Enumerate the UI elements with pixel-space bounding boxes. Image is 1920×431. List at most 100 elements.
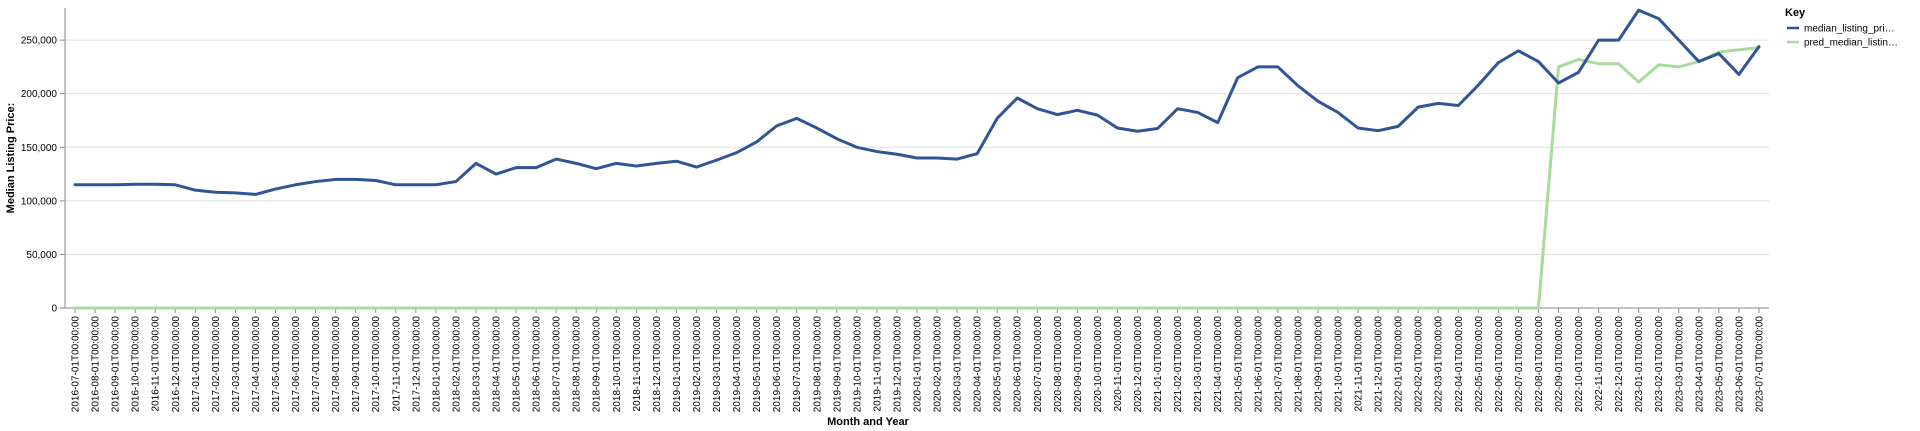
x-tick-label: 2020-07-01T00:00:00 <box>1033 316 1044 413</box>
x-tick-label: 2023-04-01T00:00:00 <box>1694 316 1705 413</box>
y-tick-label: 0 <box>51 304 57 315</box>
x-tick-label: 2018-08-01T00:00:00 <box>572 316 583 413</box>
data-point <box>154 183 157 186</box>
data-point <box>1757 45 1760 48</box>
x-tick-label: 2019-07-01T00:00:00 <box>792 316 803 413</box>
data-point <box>1457 307 1460 310</box>
x-tick-label: 2017-04-01T00:00:00 <box>251 316 262 413</box>
data-point <box>1717 52 1720 55</box>
x-tick-label: 2021-06-01T00:00:00 <box>1253 316 1264 413</box>
data-point <box>1537 307 1540 310</box>
data-point <box>1276 307 1279 310</box>
data-point <box>94 183 97 186</box>
data-point <box>414 307 417 310</box>
x-tick-label: 2019-10-01T00:00:00 <box>852 316 863 413</box>
data-point <box>715 159 718 162</box>
x-tick-label: 2017-11-01T00:00:00 <box>391 316 402 412</box>
data-point <box>675 160 678 163</box>
x-tick-label: 2022-07-01T00:00:00 <box>1514 316 1525 413</box>
x-tick-label: 2019-02-01T00:00:00 <box>692 316 703 413</box>
x-tick-label: 2022-06-01T00:00:00 <box>1494 316 1505 413</box>
data-point <box>1076 307 1079 310</box>
x-tick-label: 2020-05-01T00:00:00 <box>993 316 1004 413</box>
legend-label: median_listing_pri… <box>1804 24 1895 35</box>
data-point <box>976 307 979 310</box>
data-point <box>1577 58 1580 61</box>
data-point <box>956 158 959 161</box>
data-point <box>1557 82 1560 85</box>
y-axis-title: Median Listing Price: <box>5 103 17 214</box>
x-tick-label: 2016-11-01T00:00:00 <box>151 316 162 412</box>
data-point <box>434 307 437 310</box>
data-point <box>1577 71 1580 74</box>
x-tick-label: 2017-05-01T00:00:00 <box>271 316 282 413</box>
y-tick-label: 250,000 <box>21 36 58 47</box>
x-tick-label: 2023-01-01T00:00:00 <box>1634 316 1645 413</box>
data-point <box>1597 39 1600 42</box>
data-point <box>1417 106 1420 109</box>
data-point <box>735 307 738 310</box>
data-point <box>134 183 137 186</box>
data-point <box>895 307 898 310</box>
data-point <box>1517 307 1520 310</box>
data-point <box>1256 65 1259 68</box>
data-point <box>274 307 277 310</box>
data-point <box>1557 65 1560 68</box>
data-point <box>1437 102 1440 105</box>
data-point <box>1036 307 1039 310</box>
x-tick-label: 2016-10-01T00:00:00 <box>131 316 142 413</box>
x-tick-label: 2019-04-01T00:00:00 <box>732 316 743 413</box>
data-point <box>635 165 638 168</box>
x-axis-title: Month and Year <box>827 416 909 428</box>
x-tick-label: 2021-08-01T00:00:00 <box>1293 316 1304 413</box>
x-tick-label: 2021-07-01T00:00:00 <box>1273 316 1284 413</box>
data-point <box>1156 307 1159 310</box>
x-tick-label: 2019-01-01T00:00:00 <box>672 316 683 413</box>
data-point <box>354 178 357 181</box>
data-point <box>394 183 397 186</box>
x-tick-label: 2022-10-01T00:00:00 <box>1574 316 1585 413</box>
data-point <box>1196 307 1199 310</box>
x-tick-label: 2023-03-01T00:00:00 <box>1674 316 1685 413</box>
data-point <box>174 307 177 310</box>
data-point <box>1677 65 1680 68</box>
x-tick-label: 2017-02-01T00:00:00 <box>211 316 222 413</box>
y-axis: 0 50,000 100,000 150,000 200,000 250,000 <box>21 8 66 315</box>
data-point <box>214 307 217 310</box>
data-point <box>1216 121 1219 124</box>
data-point <box>374 179 377 182</box>
data-point <box>695 166 698 169</box>
x-tick-label: 2022-11-01T00:00:00 <box>1594 316 1605 412</box>
data-point <box>334 178 337 181</box>
series-group <box>73 8 1761 196</box>
x-tick-label: 2021-02-01T00:00:00 <box>1173 316 1184 413</box>
data-point <box>1437 307 1440 310</box>
data-point <box>1537 60 1540 63</box>
data-point <box>895 153 898 156</box>
data-point <box>755 307 758 310</box>
data-point <box>1357 307 1360 310</box>
x-tick-label: 2018-06-01T00:00:00 <box>532 316 543 413</box>
data-point <box>835 137 838 140</box>
data-point <box>1517 49 1520 52</box>
data-point <box>775 307 778 310</box>
x-tick-label: 2020-06-01T00:00:00 <box>1013 316 1024 413</box>
data-point <box>815 127 818 130</box>
data-point <box>1597 62 1600 65</box>
data-point <box>655 307 658 310</box>
data-point <box>875 307 878 310</box>
x-tick-label: 2018-03-01T00:00:00 <box>471 316 482 413</box>
data-point <box>294 183 297 186</box>
data-point <box>1637 9 1640 12</box>
data-point <box>1096 114 1099 117</box>
x-tick-label: 2023-07-01T00:00:00 <box>1754 316 1765 413</box>
x-tick-label: 2020-08-01T00:00:00 <box>1053 316 1064 413</box>
x-tick-label: 2018-09-01T00:00:00 <box>592 316 603 413</box>
data-point <box>114 307 117 310</box>
x-axis: 2016-07-01T00:00:00 2016-08-01T00:00:00 20… <box>65 307 1769 413</box>
legend-label: pred_median_listin… <box>1804 38 1898 49</box>
data-point <box>1617 62 1620 65</box>
x-tick-label: 2022-03-01T00:00:00 <box>1434 316 1445 413</box>
data-point <box>956 307 959 310</box>
data-point <box>434 183 437 186</box>
